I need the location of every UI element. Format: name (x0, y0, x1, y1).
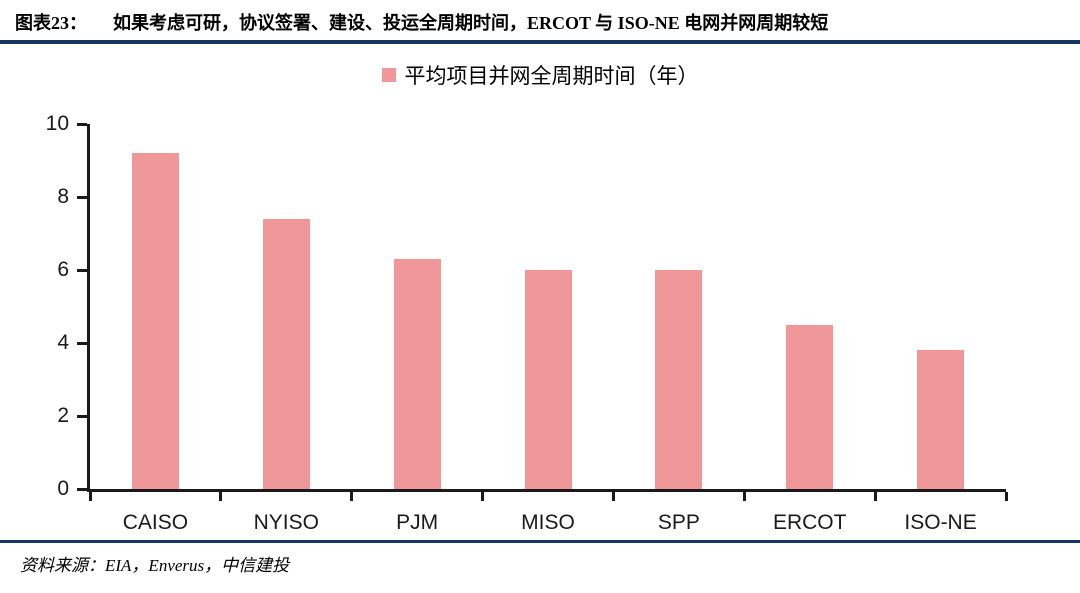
x-axis-tick (1004, 492, 1008, 501)
y-axis-label: 4 (57, 331, 69, 354)
figure-header: 图表23： 如果考虑可研，协议签署、建设、投运全周期时间，ERCOT 与 ISO-… (15, 9, 1065, 35)
y-axis-label: 6 (57, 258, 69, 281)
y-axis-label: 0 (57, 477, 69, 500)
x-axis-tick (350, 492, 354, 501)
x-axis-label: CAISO (122, 511, 189, 534)
y-axis-tick (77, 487, 87, 491)
legend-label: 平均项目并网全周期时间（年） (404, 65, 699, 88)
x-axis-tick (873, 492, 877, 501)
y-axis-label: 8 (57, 185, 69, 208)
y-axis-tick (77, 268, 87, 272)
bar-ercot (786, 324, 834, 489)
bar-miso (524, 270, 572, 489)
footer-divider (0, 540, 1080, 543)
y-axis-label: 2 (57, 404, 69, 427)
bar-caiso (131, 153, 179, 489)
bar-iso-ne (917, 350, 965, 489)
figure-number: 图表23： (15, 13, 87, 33)
y-axis-tick (77, 341, 87, 345)
bar-pjm (393, 259, 441, 489)
x-axis-tick (219, 492, 223, 501)
x-axis-label: ERCOT (772, 511, 847, 534)
bar-spp (655, 270, 703, 489)
legend-swatch-icon (381, 68, 396, 82)
x-axis-label: SPP (657, 511, 700, 534)
y-axis-label: 10 (45, 112, 69, 135)
x-axis-label: PJM (396, 511, 439, 534)
x-axis-tick (481, 492, 485, 501)
x-axis-tick (611, 492, 615, 501)
x-axis-label: MISO (521, 511, 575, 534)
y-axis-tick (77, 414, 87, 418)
y-axis-tick (77, 122, 87, 126)
bar-chart: CAISO NYISO PJM MISO SPP ERCOT ISO-NE 0 2 4 6 8 10 (0, 112, 1080, 544)
x-axis-tick (742, 492, 746, 501)
x-axis-label: ISO-NE (904, 511, 977, 534)
x-axis-label: NYISO (253, 511, 319, 534)
chart-legend: 平均项目并网全周期时间（年） (0, 60, 1080, 90)
source-note: 资料来源：EIA，Enverus，中信建投 (20, 556, 290, 575)
y-axis-tick (77, 195, 87, 199)
header-divider (0, 40, 1080, 44)
figure-title: 如果考虑可研，协议签署、建设、投运全周期时间，ERCOT 与 ISO-NE 电网… (113, 13, 829, 33)
x-axis-tick (88, 492, 92, 501)
bar-nyiso (262, 218, 310, 489)
plot-area: CAISO NYISO PJM MISO SPP ERCOT ISO-NE 0 2 4 6 8 10 (46, 112, 1008, 534)
